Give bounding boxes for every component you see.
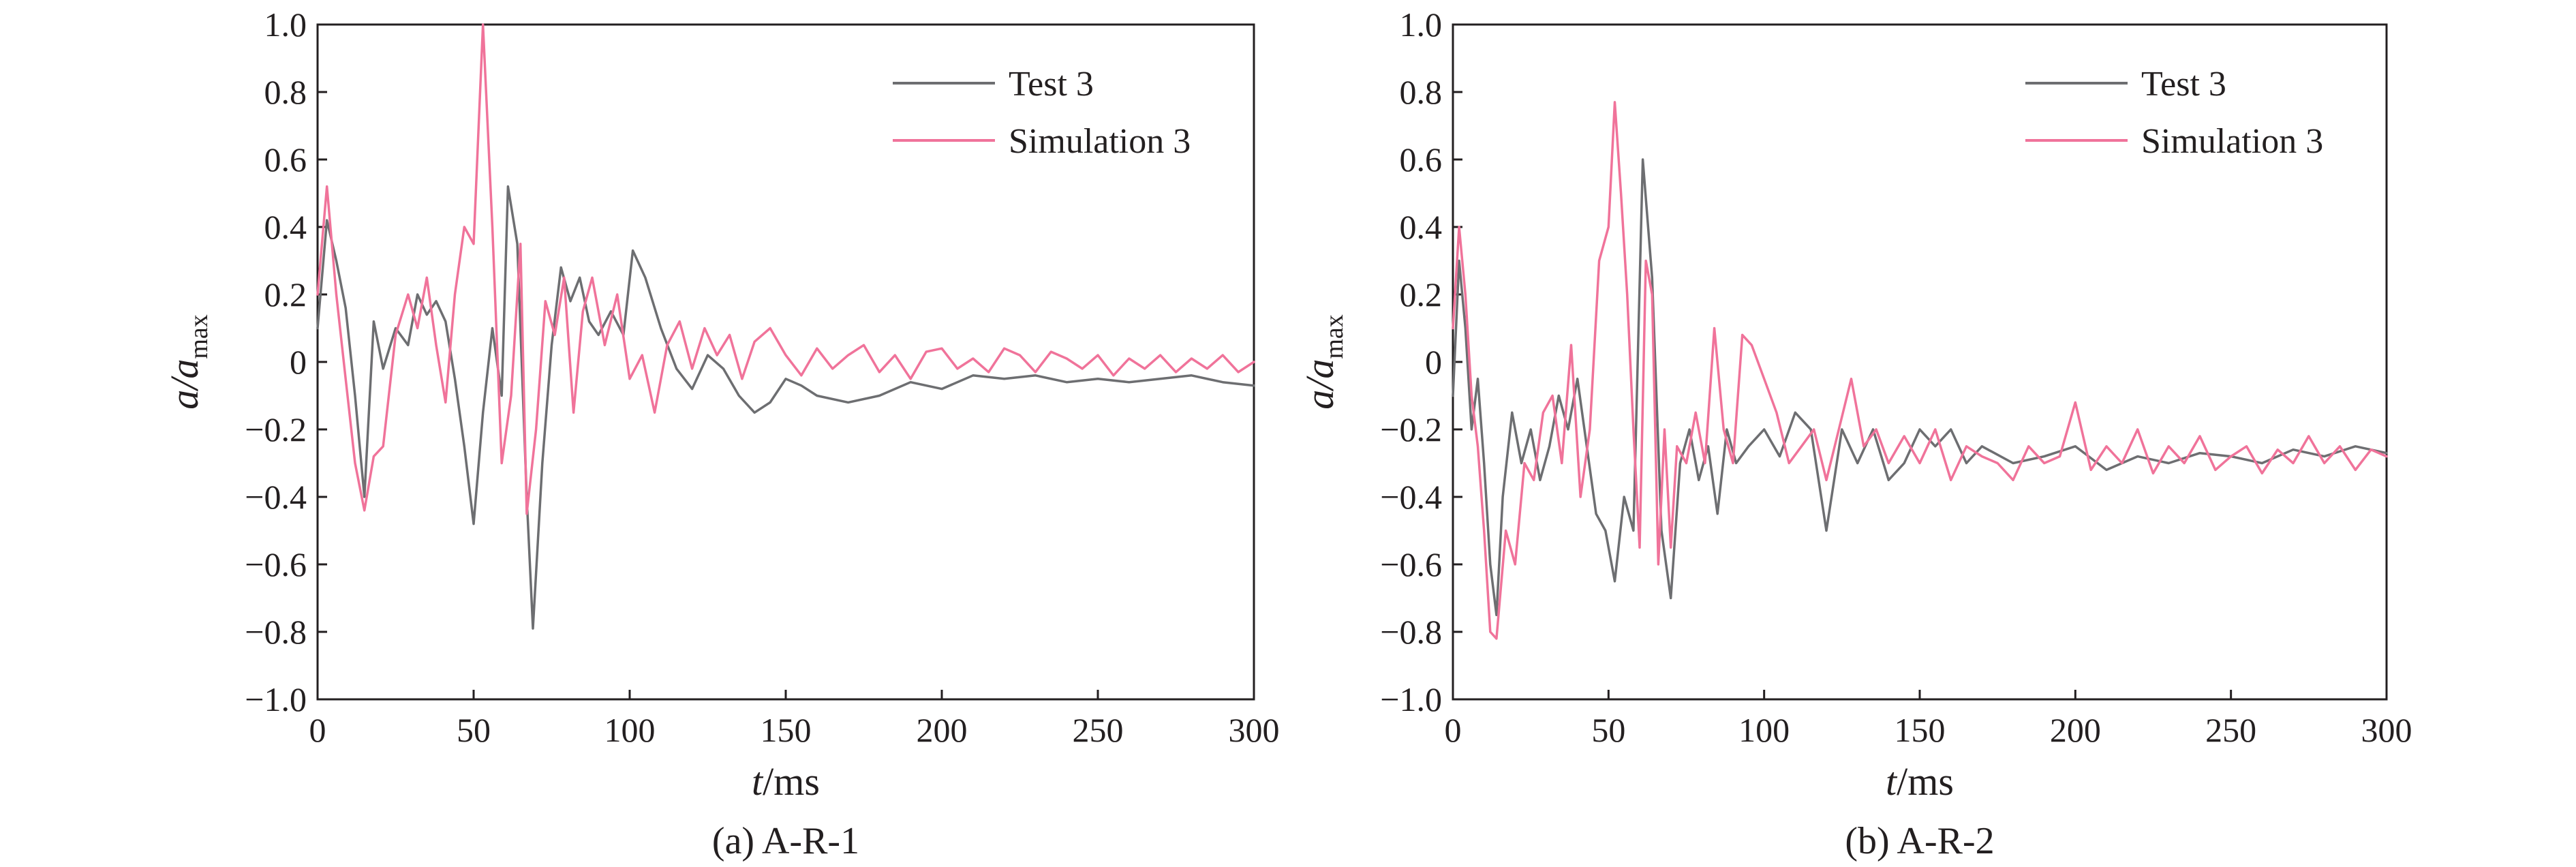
y-axis-title-subscript: max — [1320, 314, 1349, 359]
y-tick-label: −0.4 — [1380, 478, 1442, 516]
y-tick-label: 0.4 — [1400, 208, 1443, 246]
y-tick-label: 0.6 — [1400, 140, 1443, 179]
y-axis: 1.0 0.8 0.6 0.4 0.2 0 −0.2 −0.4 −0.6 −0.8 −1.0 — [1380, 5, 1462, 718]
y-tick-label: −0.2 — [1380, 410, 1442, 448]
legend-label-simulation-3: Simulation 3 — [1009, 122, 1191, 161]
y-tick-label: 1.0 — [1400, 5, 1443, 44]
legend-label-test-3: Test 3 — [2141, 65, 2226, 104]
y-axis-title: a/amax — [162, 314, 213, 410]
series-line-test-3 — [316, 185, 1255, 630]
y-tick-label: −0.4 — [245, 478, 307, 516]
series-line-simulation-3 — [1452, 101, 2388, 640]
y-tick-label: 0.8 — [264, 73, 307, 111]
x-tick-label: 100 — [604, 711, 656, 749]
panel-caption: (a) A-R-1 — [712, 820, 859, 862]
y-axis: 1.0 0.8 0.6 0.4 0.2 0 −0.2 −0.4 −0.6 −0.8 −1.0 — [245, 5, 327, 718]
x-axis-title: t/ms — [752, 759, 820, 804]
x-tick-label: 200 — [2050, 711, 2101, 749]
x-tick-label: 100 — [1738, 711, 1790, 749]
legend-label-test-3: Test 3 — [1009, 65, 1094, 104]
x-tick-label: 300 — [1229, 711, 1280, 749]
x-tick-label: 300 — [2361, 711, 2412, 749]
x-tick-label: 250 — [2205, 711, 2256, 749]
y-tick-label: −1.0 — [1380, 680, 1442, 718]
y-tick-label: −0.8 — [1380, 613, 1442, 651]
legend: Test 3 Simulation 3 — [893, 65, 1191, 161]
y-tick-label: 0.2 — [1400, 275, 1443, 314]
x-axis: 0 50 100 150 200 250 300 — [309, 690, 1280, 749]
x-axis-title-unit: /ms — [1897, 759, 1954, 804]
x-tick-label: 150 — [1895, 711, 1946, 749]
series-line-test-3 — [1452, 158, 2388, 617]
legend: Test 3 Simulation 3 — [2025, 65, 2323, 161]
y-axis-title: a/amax — [1298, 314, 1349, 410]
y-tick-label: 0 — [290, 343, 307, 381]
y-tick-label: −0.6 — [1380, 545, 1442, 583]
y-axis-title-subscript: max — [185, 314, 213, 359]
x-tick-label: 250 — [1073, 711, 1124, 749]
x-axis: 0 50 100 150 200 250 300 — [1445, 690, 2412, 749]
panel-caption: (b) A-R-2 — [1845, 820, 1994, 862]
x-axis-title: t/ms — [1886, 759, 1954, 804]
y-tick-label: 1.0 — [264, 5, 307, 44]
x-axis-title-symbol: t — [1886, 759, 1898, 804]
y-tick-label: −0.2 — [245, 410, 307, 448]
y-axis-title-main: a/a — [162, 359, 206, 410]
y-tick-label: 0.8 — [1400, 73, 1443, 111]
x-tick-label: 200 — [917, 711, 968, 749]
x-tick-label: 50 — [457, 711, 491, 749]
y-tick-label: −1.0 — [245, 680, 307, 718]
y-tick-label: 0.2 — [264, 275, 307, 314]
y-tick-label: −0.6 — [245, 545, 307, 583]
x-tick-label: 0 — [309, 711, 326, 749]
x-axis-title-unit: /ms — [763, 759, 820, 804]
series-layer — [316, 23, 1255, 630]
panel-b: 1.0 0.8 0.6 0.4 0.2 0 −0.2 −0.4 −0.6 −0.8 −1.0 0 50… — [1298, 5, 2412, 862]
x-tick-label: 50 — [1591, 711, 1625, 749]
x-axis-title-symbol: t — [752, 759, 764, 804]
y-tick-label: −0.8 — [245, 613, 307, 651]
legend-label-simulation-3: Simulation 3 — [2141, 122, 2323, 161]
series-layer — [1452, 101, 2388, 640]
y-tick-label: 0 — [1425, 343, 1442, 381]
panel-a: 1.0 0.8 0.6 0.4 0.2 0 −0.2 −0.4 −0.6 −0.8 −1.0 0 50… — [162, 5, 1280, 862]
series-line-simulation-3 — [316, 23, 1255, 515]
y-tick-label: 0.6 — [264, 140, 307, 179]
y-axis-title-main: a/a — [1298, 359, 1342, 410]
y-tick-label: 0.4 — [264, 208, 307, 246]
x-tick-label: 0 — [1445, 711, 1462, 749]
x-tick-label: 150 — [761, 711, 812, 749]
